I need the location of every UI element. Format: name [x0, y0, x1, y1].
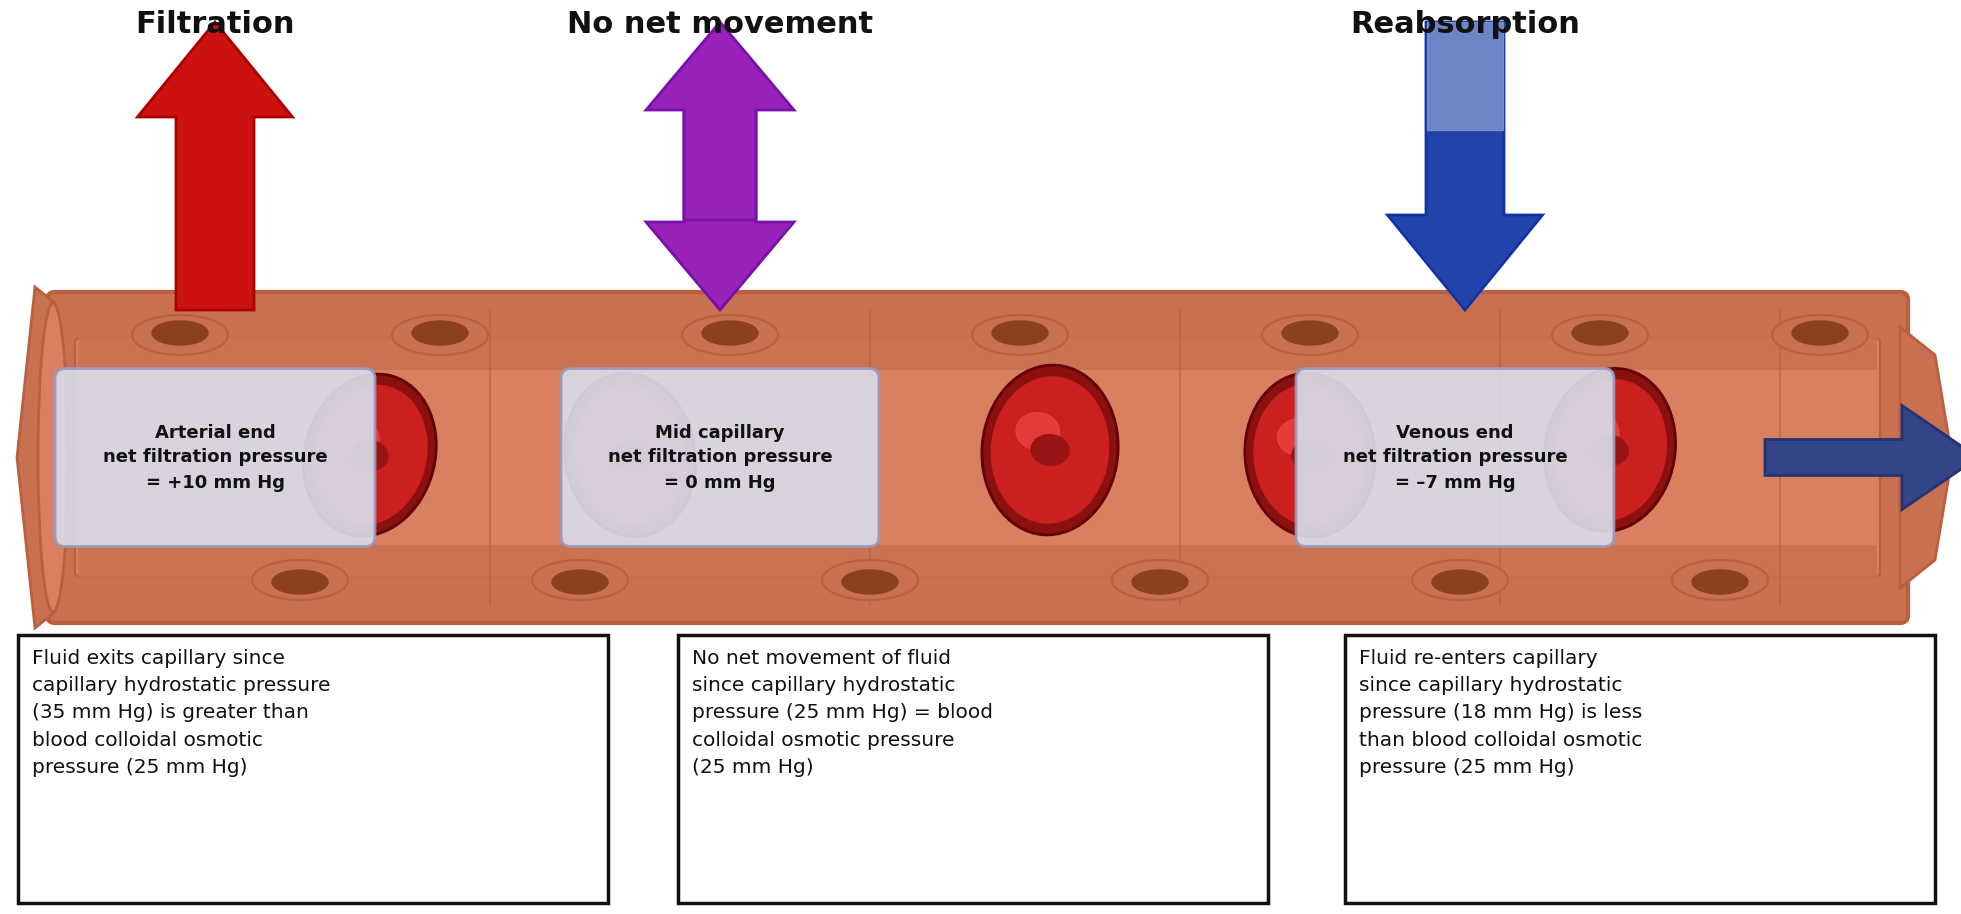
FancyBboxPatch shape [1296, 368, 1614, 547]
Ellipse shape [1263, 315, 1359, 355]
FancyBboxPatch shape [561, 368, 879, 547]
Ellipse shape [531, 560, 628, 600]
Ellipse shape [575, 385, 686, 526]
Ellipse shape [1412, 560, 1508, 600]
Ellipse shape [841, 570, 898, 594]
Text: Venous end
net filtration pressure
= –7 mm Hg: Venous end net filtration pressure = –7 … [1343, 423, 1567, 492]
Polygon shape [1765, 406, 1961, 509]
Ellipse shape [1573, 321, 1628, 345]
Ellipse shape [682, 315, 779, 355]
Ellipse shape [565, 374, 696, 537]
FancyBboxPatch shape [75, 338, 1881, 577]
Ellipse shape [253, 560, 347, 600]
Ellipse shape [1031, 435, 1069, 465]
Ellipse shape [392, 315, 488, 355]
Ellipse shape [612, 441, 647, 470]
Ellipse shape [1592, 435, 1628, 465]
Text: Filtration: Filtration [135, 10, 294, 39]
Ellipse shape [1282, 321, 1337, 345]
FancyBboxPatch shape [1345, 635, 1936, 903]
Ellipse shape [1545, 368, 1675, 532]
Text: Arterial end
net filtration pressure
= +10 mm Hg: Arterial end net filtration pressure = +… [102, 423, 327, 492]
Polygon shape [1900, 327, 1951, 588]
Ellipse shape [992, 321, 1047, 345]
Ellipse shape [1553, 380, 1667, 520]
Ellipse shape [1673, 560, 1769, 600]
Ellipse shape [702, 321, 759, 345]
Ellipse shape [1773, 315, 1869, 355]
Text: Reabsorption: Reabsorption [1349, 10, 1581, 39]
Ellipse shape [1792, 321, 1847, 345]
Ellipse shape [153, 321, 208, 345]
Ellipse shape [131, 315, 227, 355]
Ellipse shape [1131, 570, 1188, 594]
Polygon shape [645, 22, 794, 220]
FancyBboxPatch shape [18, 635, 608, 903]
Ellipse shape [273, 570, 327, 594]
Text: Mid capillary
net filtration pressure
= 0 mm Hg: Mid capillary net filtration pressure = … [608, 423, 831, 492]
Ellipse shape [314, 386, 427, 525]
Ellipse shape [1112, 560, 1208, 600]
Text: Fluid exits capillary since
capillary hydrostatic pressure
(35 mm Hg) is greater: Fluid exits capillary since capillary hy… [31, 649, 331, 777]
FancyBboxPatch shape [679, 635, 1269, 903]
Ellipse shape [1253, 385, 1367, 526]
Ellipse shape [1577, 414, 1620, 450]
Text: Fluid re-enters capillary
since capillary hydrostatic
pressure (18 mm Hg) is les: Fluid re-enters capillary since capillar… [1359, 649, 1643, 777]
Ellipse shape [1016, 412, 1059, 450]
Ellipse shape [1551, 315, 1647, 355]
FancyBboxPatch shape [47, 292, 1908, 623]
Ellipse shape [412, 321, 469, 345]
Ellipse shape [337, 419, 378, 455]
Ellipse shape [304, 374, 435, 536]
FancyBboxPatch shape [78, 318, 1877, 370]
Ellipse shape [353, 440, 388, 470]
Ellipse shape [822, 560, 918, 600]
Ellipse shape [982, 365, 1118, 535]
Ellipse shape [598, 419, 639, 455]
Ellipse shape [1245, 373, 1375, 537]
Polygon shape [1428, 22, 1502, 130]
Ellipse shape [1692, 570, 1747, 594]
FancyBboxPatch shape [55, 368, 375, 547]
Text: No net movement of fluid
since capillary hydrostatic
pressure (25 mm Hg) = blood: No net movement of fluid since capillary… [692, 649, 992, 777]
Ellipse shape [551, 570, 608, 594]
Text: No net movement: No net movement [567, 10, 873, 39]
Polygon shape [137, 22, 292, 310]
Ellipse shape [1292, 441, 1328, 470]
FancyBboxPatch shape [78, 545, 1877, 597]
Ellipse shape [1432, 570, 1488, 594]
Ellipse shape [1277, 419, 1320, 455]
Ellipse shape [37, 303, 69, 612]
Ellipse shape [973, 315, 1069, 355]
Polygon shape [645, 80, 794, 310]
Polygon shape [1388, 22, 1543, 310]
Polygon shape [18, 287, 55, 628]
Ellipse shape [992, 377, 1108, 523]
